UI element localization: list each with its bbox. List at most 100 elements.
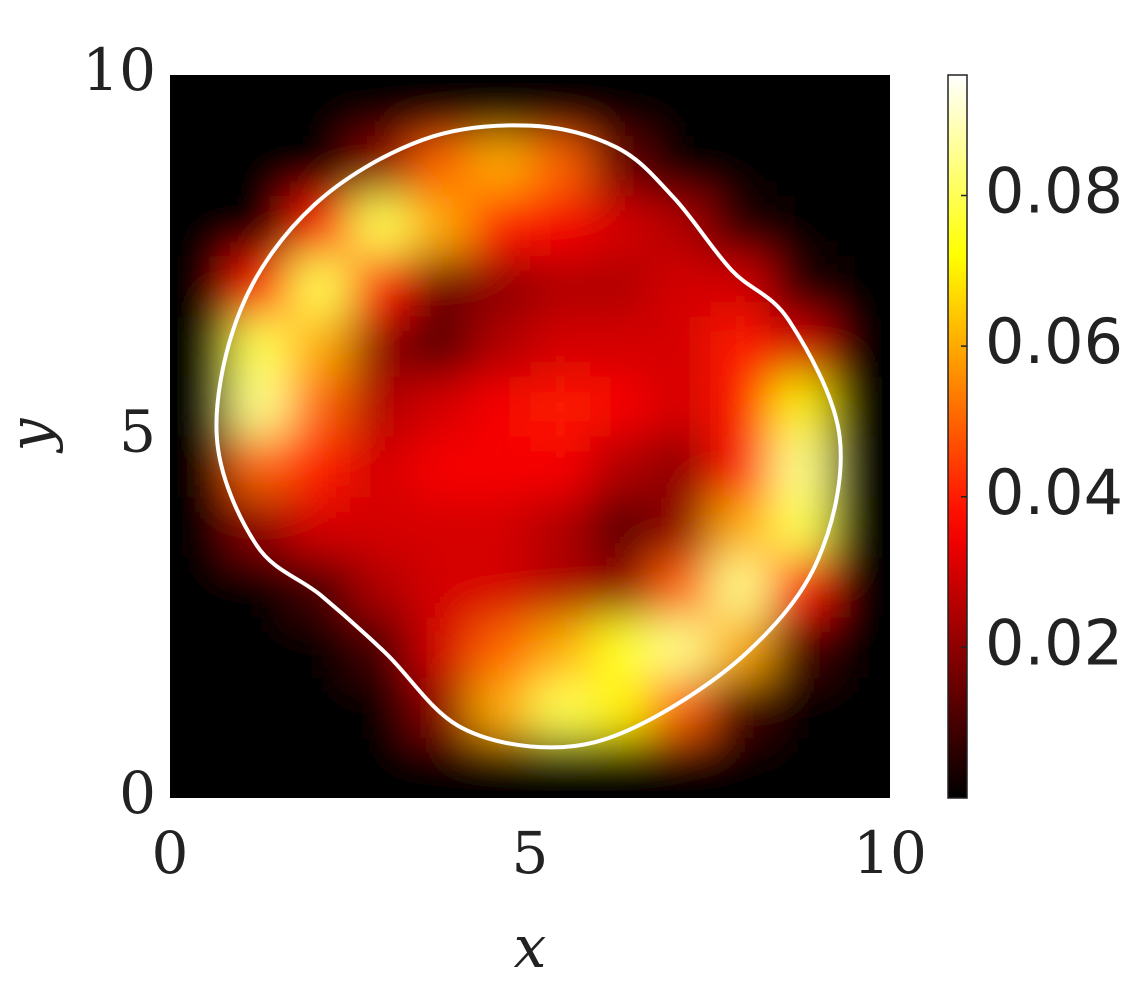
heat-cell (590, 376, 651, 437)
boundary-contour (214, 123, 843, 750)
heat-cell (350, 256, 411, 317)
heat-cell (230, 556, 291, 618)
heat-cell (410, 436, 471, 498)
heat-cell (710, 556, 771, 618)
heat-cell (710, 256, 771, 317)
heat-cell (590, 256, 651, 317)
heat-cell (230, 617, 291, 679)
heat-cell (289, 376, 351, 437)
heat-cell (289, 737, 351, 798)
colorbar-tick-label: 0.04 (985, 456, 1123, 529)
heat-cell (590, 316, 651, 377)
x-tick-label: 10 (853, 819, 927, 887)
heat-cell (649, 496, 711, 558)
heat-cell (350, 75, 411, 136)
heat-cell (590, 617, 651, 679)
heat-cell (230, 135, 291, 196)
heat-cell (530, 195, 591, 256)
heat-cell (829, 737, 890, 798)
heat-cell (289, 677, 351, 739)
heat-cell (350, 195, 411, 256)
heat-cell (710, 737, 771, 798)
heat-cell (649, 135, 711, 196)
heat-cell (770, 737, 831, 798)
heat-cell (649, 556, 711, 618)
heat-cell (710, 677, 771, 739)
colorbar-tick-label: 0.02 (985, 606, 1123, 679)
heat-cell (230, 376, 291, 437)
heat-cell (230, 316, 291, 377)
heat-cell (770, 677, 831, 739)
heat-cell (469, 496, 531, 558)
heat-cell (289, 436, 351, 498)
heat-cell (170, 617, 231, 679)
y-tick-label: 0 (119, 759, 156, 827)
heat-cell (469, 316, 531, 377)
heat-cell (289, 617, 351, 679)
heat-cell (469, 436, 531, 498)
heat-cell (770, 75, 831, 136)
heat-cell (170, 135, 231, 196)
heat-cell (469, 677, 531, 739)
heat-cell (770, 496, 831, 558)
heat-cell (350, 677, 411, 739)
colorbar-tick-label: 0.08 (985, 155, 1123, 228)
heat-cell (469, 195, 531, 256)
heat-cell (170, 737, 231, 798)
heat-cell (649, 617, 711, 679)
heat-cell (170, 256, 231, 317)
heat-cell (170, 556, 231, 618)
x-axis-label: x (514, 913, 547, 981)
heat-cell (649, 436, 711, 498)
heat-cell (530, 617, 591, 679)
heat-cell (469, 617, 531, 679)
heat-cell (770, 617, 831, 679)
colorbar-tick-label: 0.06 (985, 305, 1123, 378)
heat-cell (590, 436, 651, 498)
heat-cell (829, 556, 890, 618)
heat-cell (289, 195, 351, 256)
heat-cell (350, 135, 411, 196)
heat-cell (350, 316, 411, 377)
heat-cell (710, 436, 771, 498)
heat-cell (829, 617, 890, 679)
heat-cell (230, 75, 291, 136)
heat-cell (649, 737, 711, 798)
heat-cell (469, 737, 531, 798)
heat-cell (469, 376, 531, 437)
heat-cell (770, 195, 831, 256)
heatmap (170, 75, 890, 798)
heat-cell (230, 195, 291, 256)
heat-cell (170, 316, 231, 377)
x-tick-label: 5 (512, 819, 549, 887)
heat-cell (649, 256, 711, 317)
heat-cell (710, 617, 771, 679)
heat-cell (469, 256, 531, 317)
heat-cell (770, 316, 831, 377)
heat-cell (350, 737, 411, 798)
heat-cell (230, 677, 291, 739)
heat-cell (289, 135, 351, 196)
heat-cell (289, 256, 351, 317)
heat-cell (350, 496, 411, 558)
heat-cell (710, 135, 771, 196)
heat-cell (829, 316, 890, 377)
colorbar (947, 74, 968, 799)
heat-cell (170, 195, 231, 256)
heat-cell (530, 256, 591, 317)
heat-cell (530, 496, 591, 558)
heat-cell (350, 436, 411, 498)
heat-cell (770, 556, 831, 618)
heat-cell (710, 376, 771, 437)
heat-cell (410, 556, 471, 618)
heat-cell (289, 316, 351, 377)
heat-cell (590, 75, 651, 136)
y-axis-label: y (0, 417, 64, 454)
heat-cell (829, 195, 890, 256)
heat-cell (170, 496, 231, 558)
heat-cell (170, 75, 231, 136)
heat-cell (590, 195, 651, 256)
heat-cell (710, 75, 771, 136)
heat-cell (770, 135, 831, 196)
heat-cell (289, 556, 351, 618)
